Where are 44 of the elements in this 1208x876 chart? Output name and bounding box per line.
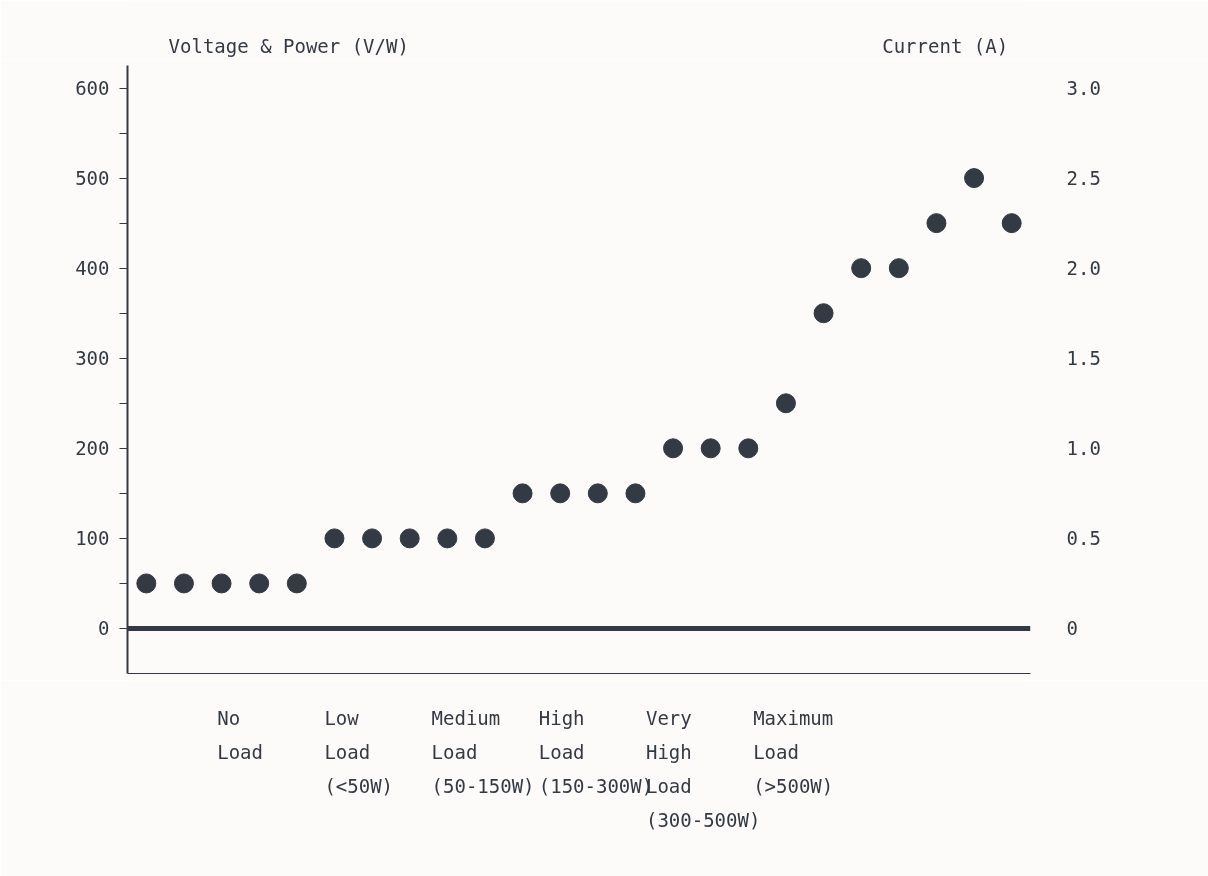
point [888,258,909,279]
text: Medium Load (50-150W) [431,706,535,797]
point [249,573,270,594]
point [964,168,985,189]
y2-tick-label: 0 [1066,617,1078,640]
point [286,573,307,594]
y2-tick-label: 1.0 [1066,437,1101,460]
y-tick-label: 100 [75,527,110,550]
y-tick-label: 400 [75,257,110,280]
y2-tick-label: 2.0 [1066,257,1101,280]
point [362,528,383,549]
point [211,573,232,594]
text: Low Load (<50W) [324,706,394,797]
text: Maximum Load (>500W) [753,706,834,797]
y-axis-title: Voltage & Power (V/W) [168,34,409,57]
y-tick-label: 300 [75,347,110,370]
point [700,438,721,459]
point [173,573,194,594]
point [399,528,420,549]
point [851,258,872,279]
y2-tick-label: 1.5 [1066,347,1101,370]
point [136,573,157,594]
point [587,483,608,504]
point [512,483,533,504]
y2-tick-label: 3.0 [1066,77,1101,100]
y2-tick-label: 0.5 [1066,527,1101,550]
y2-axis-title: Current (A) [882,34,1009,57]
point [1001,213,1022,234]
y-tick-label: 200 [75,437,110,460]
point [926,213,947,234]
point [775,393,796,414]
point [813,303,834,324]
y-tick-label: 0 [98,617,110,640]
point [474,528,495,549]
point [738,438,759,459]
point [324,528,345,549]
text: No Load [217,706,263,763]
point [550,483,571,504]
y-tick-label: 600 [75,77,110,100]
y2-tick-label: 2.5 [1066,167,1101,190]
point [663,438,684,459]
point [437,528,458,549]
point [625,483,646,504]
y-tick-label: 500 [75,167,110,190]
